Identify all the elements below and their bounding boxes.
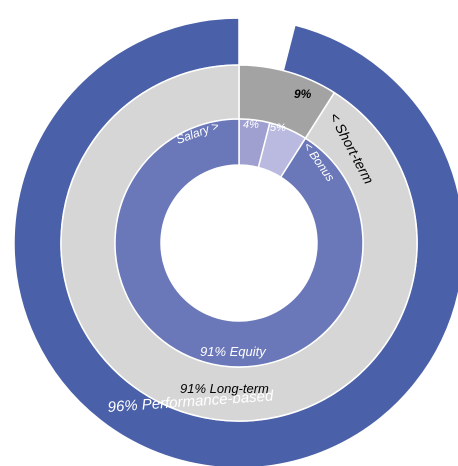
short-term-percent-label: 9% (294, 87, 312, 101)
long-term-label: 91% Long-term (180, 381, 269, 396)
donut-rings (13, 17, 458, 466)
salary-percent-label: 4% (243, 119, 259, 131)
equity-label: 91% Equity (200, 344, 267, 359)
inner-ring-segment-2 (114, 118, 364, 368)
bonus-percent-label: 5% (270, 122, 286, 134)
